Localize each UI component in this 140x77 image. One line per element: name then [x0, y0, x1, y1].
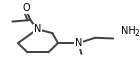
Text: NH: NH — [121, 26, 136, 36]
Text: O: O — [22, 3, 30, 13]
Text: N: N — [34, 24, 41, 34]
Text: N: N — [75, 38, 82, 48]
Text: 2: 2 — [135, 29, 139, 38]
